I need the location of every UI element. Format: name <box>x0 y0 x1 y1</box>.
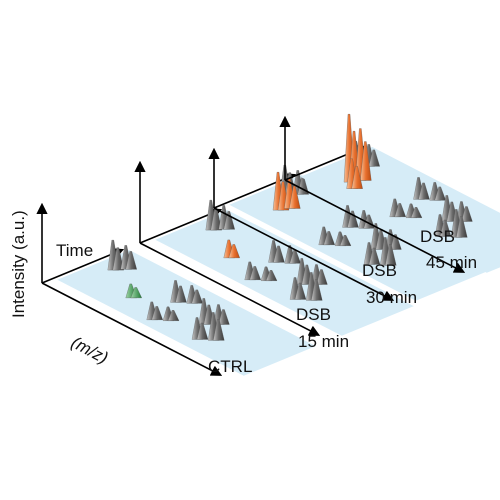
time-axis <box>41 248 125 284</box>
peak <box>360 141 372 181</box>
peak <box>167 310 180 321</box>
peak <box>151 306 163 320</box>
peak <box>456 216 468 238</box>
peak <box>394 203 406 217</box>
peak <box>385 244 397 266</box>
panel-label: DSB <box>362 261 397 280</box>
peak <box>228 244 240 259</box>
peak <box>418 182 430 200</box>
panel <box>36 202 316 376</box>
peak <box>410 207 423 218</box>
plane <box>57 250 316 376</box>
peak <box>294 282 307 300</box>
peak <box>265 270 278 281</box>
peak <box>439 219 452 237</box>
mz-axis <box>139 242 321 336</box>
peak <box>249 266 261 280</box>
panels <box>36 114 500 376</box>
panel-label: 15 min <box>298 332 349 351</box>
peak <box>175 285 187 303</box>
peak <box>191 289 203 304</box>
time-label: Time <box>56 241 93 260</box>
peak <box>461 206 473 222</box>
peak <box>213 319 225 341</box>
panel-label: DSB <box>296 305 331 324</box>
time-axis <box>139 208 223 244</box>
panel-label: CTRL <box>208 357 252 376</box>
plane <box>155 210 414 336</box>
mz-label: (m/z) <box>68 333 111 368</box>
panel-label: DSB <box>420 227 455 246</box>
peak <box>311 279 323 301</box>
peak <box>351 166 363 189</box>
peak <box>390 234 402 250</box>
peak <box>112 247 124 271</box>
peak <box>368 247 381 265</box>
panel <box>134 160 414 336</box>
peak <box>196 322 209 340</box>
peak <box>130 287 142 299</box>
peak <box>125 251 137 270</box>
peak <box>218 309 230 325</box>
peak <box>434 186 446 201</box>
mz-axis <box>41 282 223 376</box>
panel-label: 30 min <box>366 288 417 307</box>
panel <box>279 114 500 273</box>
peak <box>316 269 328 285</box>
mz-axis <box>213 207 395 301</box>
peak <box>273 245 285 263</box>
peak <box>368 149 380 167</box>
time-axis <box>213 173 297 209</box>
peak <box>339 235 352 246</box>
intensity-label: Intensity (a.u.) <box>9 210 28 318</box>
peak <box>323 231 335 245</box>
peak <box>223 211 235 230</box>
panel-label: 45 min <box>426 253 477 272</box>
mz-axis <box>284 179 466 273</box>
peak <box>347 210 359 228</box>
panel <box>208 147 488 301</box>
